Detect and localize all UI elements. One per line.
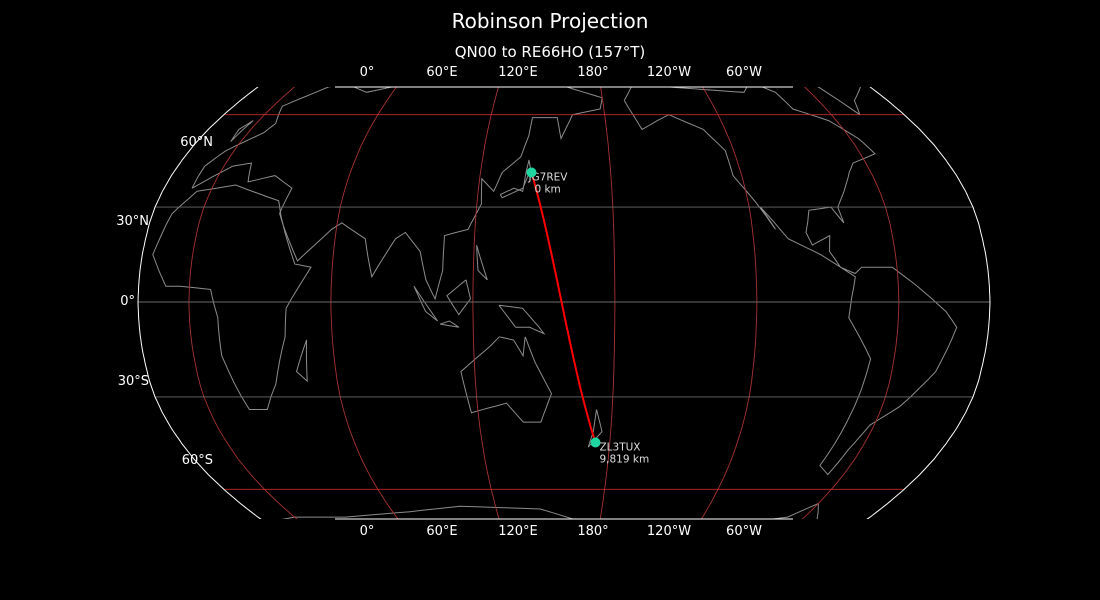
station-marker-destination[interactable] — [590, 437, 601, 448]
lat-label: 30°N — [116, 214, 149, 229]
lon-label: 120°W — [646, 524, 692, 539]
coastline — [191, 87, 603, 301]
map-boundary — [137, 87, 991, 519]
coastlines — [152, 87, 958, 519]
coastline — [460, 336, 553, 423]
coastline — [413, 285, 439, 322]
lon-label: 0° — [359, 524, 375, 539]
coastline — [295, 339, 308, 383]
lon-label: 60°W — [726, 524, 762, 539]
map-subtitle: QN00 to RE66HO (157°T) — [454, 43, 646, 61]
lon-label: 180° — [577, 524, 609, 539]
station-distance-destination: 9,819 km — [599, 453, 649, 465]
lat-label: 30°S — [117, 374, 149, 389]
coastline — [152, 184, 312, 410]
lat-label: 0° — [120, 294, 135, 309]
lon-label: 0° — [359, 65, 375, 80]
map-title: Robinson Projection — [451, 9, 649, 33]
station-call-destination: ZL3TUX — [599, 441, 640, 453]
coastline — [816, 503, 819, 519]
lon-label: 60°E — [426, 65, 458, 80]
coastline — [439, 320, 460, 328]
coastline — [623, 87, 958, 476]
lon-label: 120°E — [498, 65, 538, 80]
lon-label: 120°E — [498, 524, 538, 539]
coastline — [230, 120, 254, 142]
coastline — [587, 409, 603, 448]
coastline — [498, 304, 546, 335]
lon-label: 180° — [577, 65, 609, 80]
lon-label: 60°E — [426, 524, 458, 539]
coastline — [476, 244, 488, 281]
station-call-origin: JG7REV — [527, 171, 568, 183]
coastline — [817, 87, 861, 116]
coastline — [446, 279, 472, 316]
coastline — [499, 159, 532, 199]
lon-label: 120°W — [646, 65, 692, 80]
graticule — [138, 87, 990, 519]
lon-label: 60°W — [726, 65, 762, 80]
station-marker-origin[interactable] — [526, 167, 537, 178]
lat-label: 60°S — [181, 453, 213, 468]
coastline — [281, 503, 819, 519]
station-distance-origin: 0 km — [534, 183, 560, 195]
great-circle-path — [530, 172, 597, 443]
